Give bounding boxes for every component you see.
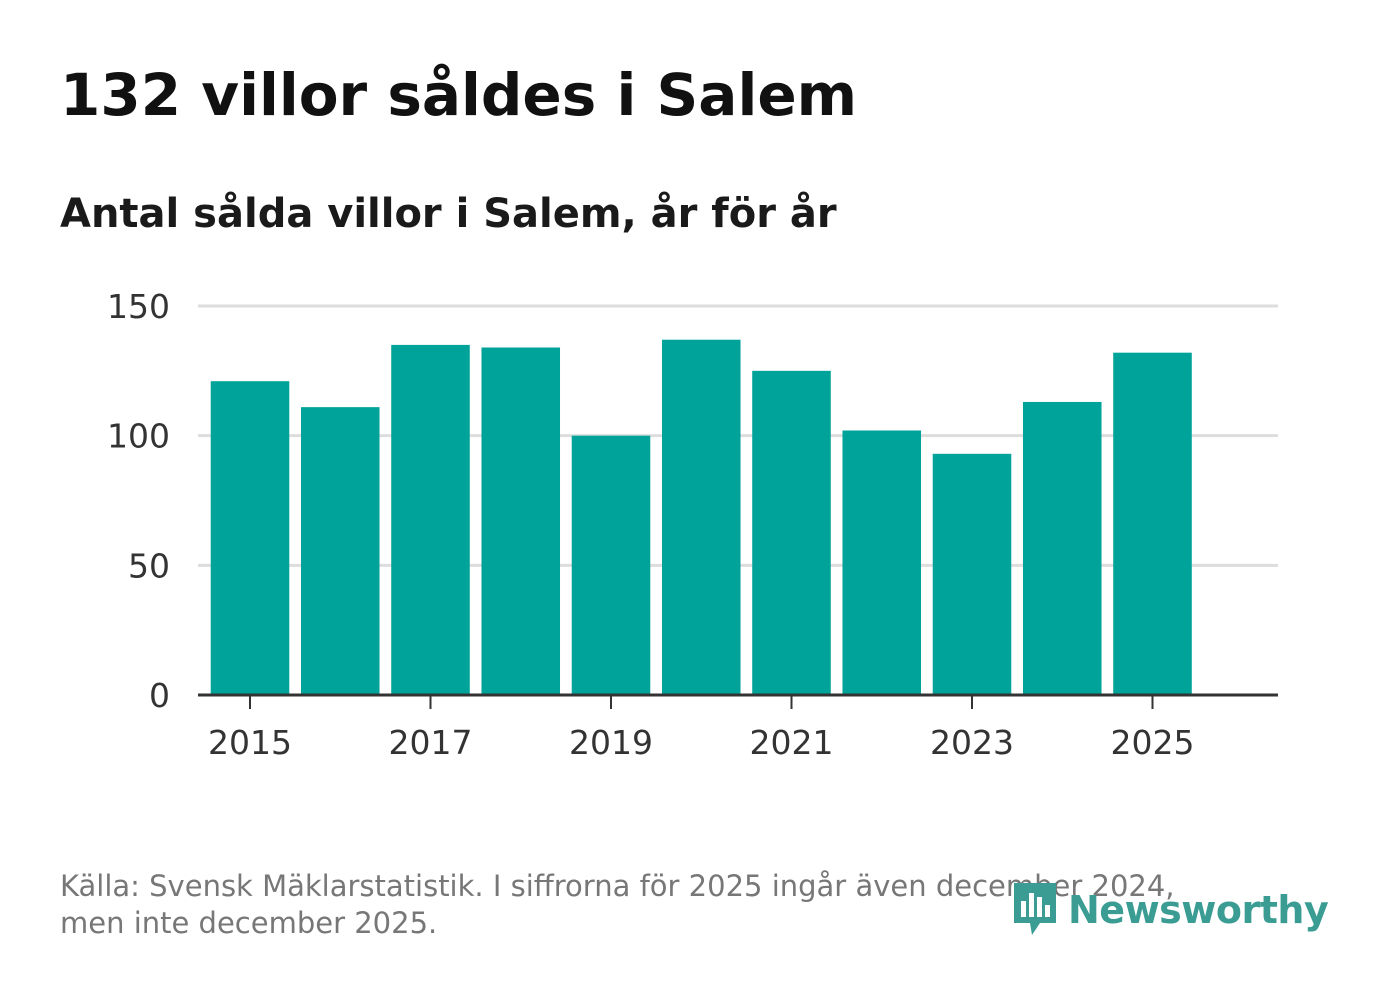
bar-2022 [842,430,922,695]
y-tick-label-150: 150 [107,287,170,326]
chart-title: 132 villor såldes i Salem [60,61,858,129]
y-tick-label-50: 50 [128,546,170,585]
bar-2025 [1113,352,1192,695]
bar-2020 [661,339,741,695]
bars [210,339,1192,695]
bar-2023 [932,453,1012,695]
x-tick-label-2015: 2015 [208,723,292,762]
axes: 0 50 100 150 2015 2017 2019 2021 2023 2025 [107,287,1278,762]
bar-2021 [752,370,831,695]
x-tick-label-2019: 2019 [569,723,653,762]
x-tick-label-2021: 2021 [750,723,834,762]
bar-2015 [210,381,290,695]
brand-name: Newsworthy [1068,888,1329,932]
newsworthy-logo-icon [1014,883,1056,935]
bar-2017 [391,344,470,695]
bar-2024 [1022,401,1102,695]
bar-2016 [300,407,380,695]
x-tick-label-2023: 2023 [930,723,1014,762]
source-note-line-2: men inte december 2025. [60,906,438,940]
bar-2018 [481,347,561,695]
x-tick-label-2025: 2025 [1111,723,1195,762]
y-tick-label-0: 0 [149,676,170,715]
bar-2019 [571,435,651,695]
source-note-line-1: Källa: Svensk Mäklarstatistik. I siffror… [60,869,1175,903]
y-tick-label-100: 100 [107,417,170,456]
brand-logo: Newsworthy [1010,878,1329,942]
chart-subtitle: Antal sålda villor i Salem, år för år [60,191,837,237]
source-note: Källa: Svensk Mäklarstatistik. I siffror… [60,868,1260,942]
x-tick-label-2017: 2017 [389,723,473,762]
